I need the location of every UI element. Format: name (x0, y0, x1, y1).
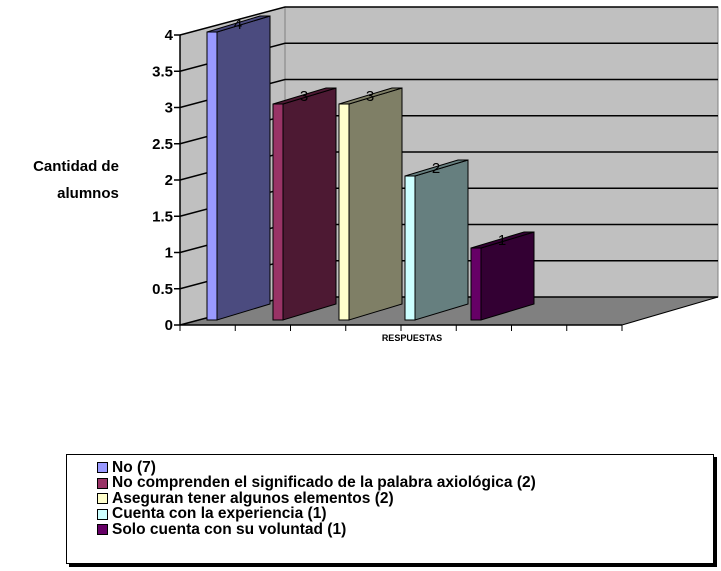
data-label: 4 (234, 16, 242, 33)
bar-front-face (470, 247, 482, 321)
bar-top-face (404, 159, 469, 177)
legend-item: No comprenden el significado de la palab… (97, 474, 713, 492)
bar-side-face (282, 87, 337, 321)
legend-swatch (97, 508, 108, 520)
legend-item: Cuenta con la experiencia (1) (97, 505, 713, 523)
bar-front-face (404, 175, 416, 321)
data-label: 3 (300, 88, 308, 105)
y-tick-label: 2.5 (152, 136, 173, 153)
bar (470, 231, 535, 321)
legend-item: No (7) (97, 458, 713, 476)
legend-item: Solo cuenta con su voluntad (1) (97, 520, 713, 538)
legend-label: Cuenta con la experiencia (1) (112, 505, 327, 523)
bar-side-face (216, 15, 271, 321)
bar (338, 87, 403, 321)
legend-swatch (97, 462, 108, 474)
y-tick-label: 1.5 (152, 208, 173, 225)
y-tick-label: 3.5 (152, 63, 173, 80)
legend-label: Aseguran tener algunos elementos (2) (112, 489, 394, 507)
axes: 0 0.5 1 1.5 2 2.5 3 3.5 4 (152, 27, 623, 334)
y-tick-label: 1 (165, 245, 173, 262)
legend-label: No comprenden el significado de la palab… (112, 474, 536, 492)
y-tick-label: 3 (165, 100, 173, 117)
legend-swatch (97, 524, 108, 536)
bar (206, 15, 271, 321)
legend-swatch (97, 493, 108, 505)
y-tick-label: 0.5 (152, 281, 173, 298)
legend-label: No (7) (112, 458, 156, 476)
legend-label: Solo cuenta con su voluntad (1) (112, 520, 347, 538)
bar-top-face (470, 231, 535, 249)
x-axis-label: RESPUESTAS (382, 333, 442, 343)
bar-top-face (338, 87, 403, 105)
legend-item: Aseguran tener algunos elementos (2) (97, 489, 713, 507)
bar-front-face (206, 31, 218, 321)
data-label: 3 (366, 88, 374, 105)
legend-swatch (97, 477, 108, 489)
y-tick-label: 0 (165, 317, 173, 334)
data-labels: 4 3 3 2 1 (234, 16, 506, 249)
bar-front-face (338, 103, 350, 321)
bar (272, 87, 337, 321)
y-tick-label: 4 (165, 27, 174, 44)
data-label: 2 (432, 160, 440, 177)
y-axis-label-line-2: alumnos (57, 185, 119, 202)
bar-side-face (348, 87, 403, 321)
legend: No (7) No comprenden el significado de la… (66, 454, 714, 564)
bar-front-face (272, 103, 284, 321)
data-label: 1 (498, 232, 506, 249)
bar-top-face (206, 15, 271, 33)
bar (404, 159, 469, 321)
bar-side-face (414, 159, 469, 321)
y-tick-label: 2 (165, 172, 173, 189)
bars (206, 15, 535, 321)
bar-top-face (272, 87, 337, 105)
gridline (179, 6, 718, 36)
bar-chart: 0 0.5 1 1.5 2 2.5 3 3.5 4 4 3 3 2 1 Cantidad de alum… (33, 6, 719, 343)
y-axis-label-line-1: Cantidad de (33, 158, 119, 175)
